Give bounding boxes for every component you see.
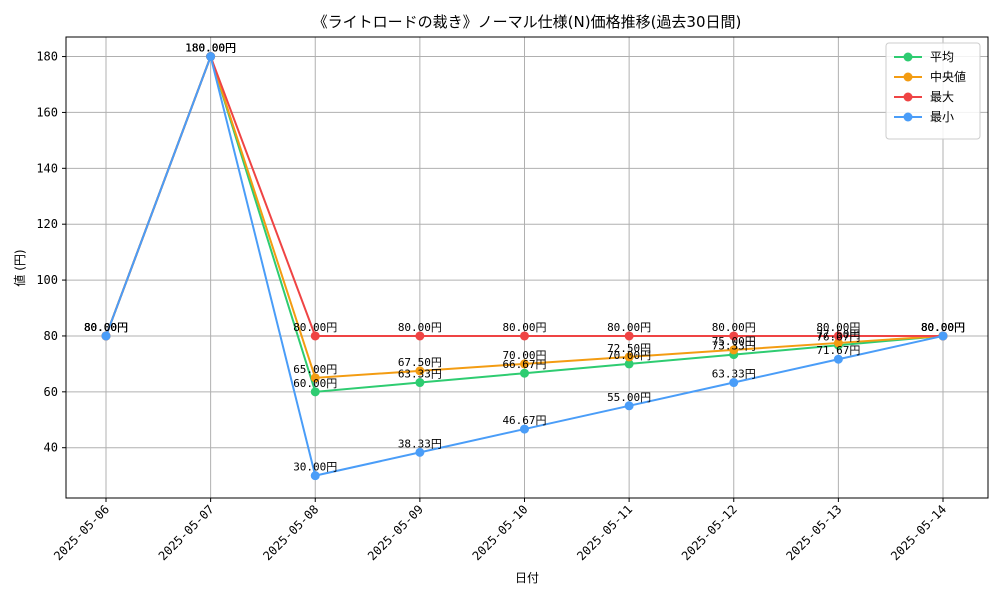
data-point — [310, 471, 320, 481]
data-point — [729, 345, 739, 355]
data-label: 30.00円 — [293, 461, 337, 474]
data-label: 80.00円 — [502, 321, 546, 334]
y-axis: 40 60 80 100 120 140 160 180 — [36, 50, 66, 455]
y-tick-label: 60 — [44, 385, 58, 399]
data-point — [624, 359, 634, 369]
legend-item: 中央値 — [894, 69, 966, 84]
data-label: 80.00円 — [84, 321, 128, 334]
data-point — [310, 387, 320, 397]
data-point — [415, 366, 425, 376]
data-point — [624, 331, 634, 341]
legend-marker — [903, 112, 913, 122]
data-label: 70.00円 — [502, 349, 546, 362]
data-label: 80.00円 — [921, 321, 965, 334]
data-point — [624, 401, 634, 411]
data-label: 67.50円 — [398, 356, 442, 369]
legend-marker — [903, 92, 913, 102]
data-label: 80.00円 — [84, 321, 128, 334]
data-label: 46.67円 — [502, 414, 546, 427]
legend-label: 平均 — [930, 50, 954, 64]
data-label: 80.00円 — [712, 321, 756, 334]
data-label: 180.00円 — [185, 42, 236, 55]
grid — [66, 37, 988, 498]
data-point — [310, 331, 320, 341]
data-label: 76.67円 — [816, 330, 860, 343]
data-label: 55.00円 — [607, 391, 651, 404]
plot-area — [65, 36, 989, 499]
data-point — [729, 331, 739, 341]
y-tick-label: 160 — [36, 105, 58, 119]
y-tick-label: 120 — [36, 217, 58, 231]
data-label: 180.00円 — [185, 42, 236, 55]
data-point — [833, 331, 843, 341]
data-label: 80.00円 — [398, 321, 442, 334]
y-tick-label: 100 — [36, 273, 58, 287]
data-label: 65.00円 — [293, 363, 337, 376]
data-point — [520, 424, 529, 434]
y-tick-label: 80 — [44, 329, 58, 343]
data-label: 80.00円 — [921, 321, 965, 334]
data-label: 77.50円 — [816, 328, 860, 341]
y-tick-label: 180 — [36, 50, 58, 64]
data-label: 180.00円 — [185, 42, 236, 55]
data-label: 80.00円 — [816, 321, 860, 334]
data-label: 80.00円 — [84, 321, 128, 334]
data-point — [520, 368, 529, 378]
legend-label: 中央値 — [930, 69, 966, 84]
legend-marker — [903, 72, 913, 82]
data-label: 80.00円 — [921, 321, 965, 334]
data-label: 66.67円 — [502, 358, 546, 371]
data-point — [624, 352, 634, 362]
data-label: 63.33円 — [398, 368, 442, 381]
y-tick-label: 40 — [44, 441, 58, 455]
data-point — [206, 52, 216, 62]
data-label: 73.33円 — [712, 340, 756, 353]
data-point — [833, 354, 843, 364]
data-labels: 80.00円180.00円60.00円63.33円66.67円70.00円73.… — [84, 42, 965, 474]
legend-item: 最大 — [894, 90, 954, 104]
legend-marker — [903, 52, 913, 62]
legend-item: 最小 — [894, 110, 954, 124]
data-point — [415, 331, 425, 341]
data-label: 38.33円 — [398, 437, 442, 450]
data-label: 60.00円 — [293, 377, 337, 390]
data-label: 72.50円 — [607, 342, 651, 355]
x-axis-title: 日付 — [515, 571, 539, 585]
data-point — [415, 378, 425, 388]
data-label: 63.33円 — [712, 368, 756, 381]
chart-title: 《ライトロードの裁き》ノーマル仕様(N)価格推移(過去30日間) — [313, 13, 742, 31]
data-label: 180.00円 — [185, 42, 236, 55]
data-point — [415, 447, 425, 457]
series-layer — [101, 52, 948, 481]
data-label: 80.00円 — [921, 321, 965, 334]
y-tick-label: 140 — [36, 161, 58, 175]
series-4 — [101, 52, 948, 481]
legend-item: 平均 — [894, 50, 954, 64]
data-point — [938, 331, 948, 341]
data-point — [520, 359, 529, 369]
legend-label: 最大 — [930, 90, 954, 104]
data-point — [101, 331, 111, 341]
data-label: 71.67円 — [816, 344, 860, 357]
data-label: 80.00円 — [84, 321, 128, 334]
data-point — [729, 378, 739, 388]
data-label: 70.00円 — [607, 349, 651, 362]
y-axis-title: 値 (円) — [12, 249, 27, 286]
data-point — [310, 373, 320, 383]
data-point — [520, 331, 529, 341]
data-point — [833, 338, 843, 348]
data-label: 80.00円 — [293, 321, 337, 334]
legend-label: 最小 — [930, 110, 954, 124]
data-label: 75.00円 — [712, 335, 756, 348]
data-label: 80.00円 — [607, 321, 651, 334]
